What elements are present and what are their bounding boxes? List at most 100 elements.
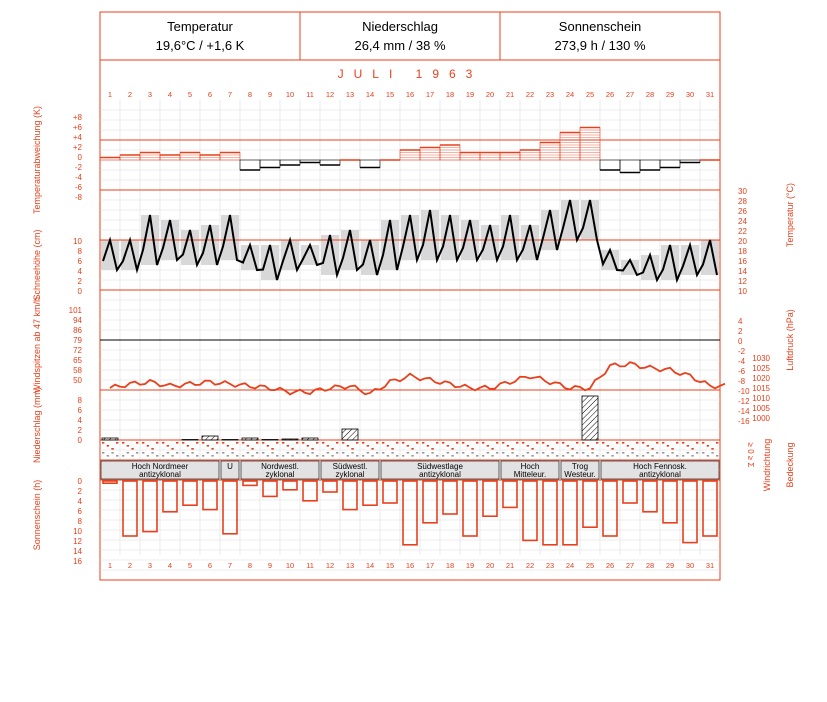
cloud-cover-mark — [526, 452, 530, 454]
wind-direction-mark — [331, 448, 334, 450]
cloud-cover-mark — [182, 452, 185, 454]
wind-direction-mark — [116, 442, 119, 444]
cloud-cover-mark — [242, 455, 245, 457]
wind-direction-mark — [686, 445, 690, 447]
wind-direction-mark — [226, 445, 230, 447]
wind-direction-mark — [376, 442, 379, 444]
wind-direction-mark — [186, 445, 190, 447]
day-label-bottom: 25 — [586, 561, 594, 570]
sunshine-bar — [242, 480, 258, 487]
weather-type-label: Hoch Nordmeer — [132, 462, 189, 471]
cloud-cover-mark — [111, 452, 114, 454]
cloud-cover-mark — [596, 455, 599, 457]
wind-direction-mark — [636, 442, 639, 444]
wind-direction-mark — [496, 442, 499, 444]
wind-direction-mark — [216, 442, 219, 444]
temp-tick: 22 — [738, 227, 747, 236]
wind-direction-mark — [146, 445, 150, 447]
wind-direction-mark — [102, 442, 105, 444]
anomaly-bar-positive — [479, 152, 501, 161]
wind-direction-mark — [306, 445, 310, 447]
wind-direction-mark — [622, 442, 625, 444]
day-label-top: 20 — [486, 90, 494, 99]
wind-direction-mark — [251, 448, 254, 450]
sunshine-bar — [542, 480, 558, 546]
sunshine-bar — [522, 480, 538, 542]
snow-tick: 6 — [78, 257, 83, 266]
sunshine-bar — [162, 480, 178, 513]
day-label-top: 27 — [626, 90, 634, 99]
day-label-bottom: 7 — [228, 561, 232, 570]
day-label-top: 15 — [386, 90, 394, 99]
pressure-tick: 1005 — [752, 404, 770, 413]
wind-direction-mark — [711, 448, 714, 450]
sunshine-bar — [462, 480, 478, 537]
plot-area: 1122334455667788991010111112121313141415… — [32, 59, 795, 581]
cloud-cover-mark — [482, 455, 485, 457]
wind-direction-mark — [266, 445, 270, 447]
precip-tick: 8 — [78, 396, 83, 405]
anomaly-bar-positive — [419, 147, 441, 161]
cloud-cover-mark — [402, 455, 405, 457]
day-label-top: 24 — [566, 90, 574, 99]
sunshine-bar — [702, 480, 718, 537]
cloud-cover-mark — [631, 452, 634, 454]
wind-direction-mark — [476, 442, 479, 444]
wind-direction-mark — [396, 442, 399, 444]
day-label-top: 19 — [466, 90, 474, 99]
temp-tick: 28 — [738, 197, 747, 206]
day-label-bottom: 18 — [446, 561, 454, 570]
pressure-sub-tick: -8 — [738, 377, 746, 386]
sunshine-bar — [262, 480, 278, 498]
snow-tick: 4 — [78, 267, 83, 276]
day-label-bottom: 23 — [546, 561, 554, 570]
anomaly-tick: -4 — [75, 173, 83, 182]
pressure-tick: 1020 — [752, 374, 770, 383]
wind-direction-mark — [451, 448, 454, 450]
precip-bar — [201, 435, 219, 441]
cloud-cover-mark — [686, 452, 690, 454]
cloud-cover-mark — [462, 452, 465, 454]
cloud-cover-mark — [676, 455, 679, 457]
anomaly-bar-negative — [639, 159, 661, 171]
anomaly-bar-negative — [619, 159, 641, 173]
cloud-cover-mark — [191, 452, 194, 454]
snow-tick: 8 — [78, 247, 83, 256]
precip-bar — [341, 428, 359, 441]
sunshine-bar — [482, 480, 498, 518]
cloud-cover-mark — [106, 455, 110, 457]
precip-bar — [581, 395, 599, 441]
day-label-top: 17 — [426, 90, 434, 99]
precip-bar — [281, 438, 299, 441]
wind-direction-mark — [502, 442, 505, 444]
wind-direction-mark — [211, 448, 214, 450]
day-label-bottom: 8 — [248, 561, 252, 570]
pressure-sub-tick: -4 — [738, 357, 746, 366]
cloud-cover-mark — [226, 455, 230, 457]
wind-direction-mark — [642, 442, 645, 444]
wind-direction-mark — [302, 442, 305, 444]
wind-direction-mark — [282, 442, 285, 444]
day-label-bottom: 10 — [286, 561, 294, 570]
sunshine-tick: 8 — [78, 517, 83, 526]
header-precip-title: Niederschlag — [362, 19, 438, 34]
weather-type-cell — [380, 460, 500, 480]
sunshine-tick: 16 — [73, 557, 82, 566]
cloud-cover-mark — [606, 452, 610, 454]
wind-direction-mark — [351, 448, 354, 450]
wind-direction-mark — [326, 445, 330, 447]
weather-type-cell — [600, 460, 720, 480]
sunshine-bar — [602, 480, 618, 537]
wind-direction-mark — [716, 442, 719, 444]
wind-direction-mark — [126, 445, 130, 447]
pressure-tick: 1010 — [752, 394, 770, 403]
cloud-cover-mark — [211, 455, 214, 457]
cloud-cover-mark — [711, 452, 714, 454]
wind-direction-mark — [222, 442, 225, 444]
anomaly-tick: +4 — [73, 133, 83, 142]
wind-direction-mark — [631, 448, 634, 450]
wind-direction-mark — [586, 445, 590, 447]
cloud-cover-mark — [696, 452, 699, 454]
cloud-cover-mark — [156, 455, 159, 457]
wind-tick: 58 — [73, 366, 82, 375]
